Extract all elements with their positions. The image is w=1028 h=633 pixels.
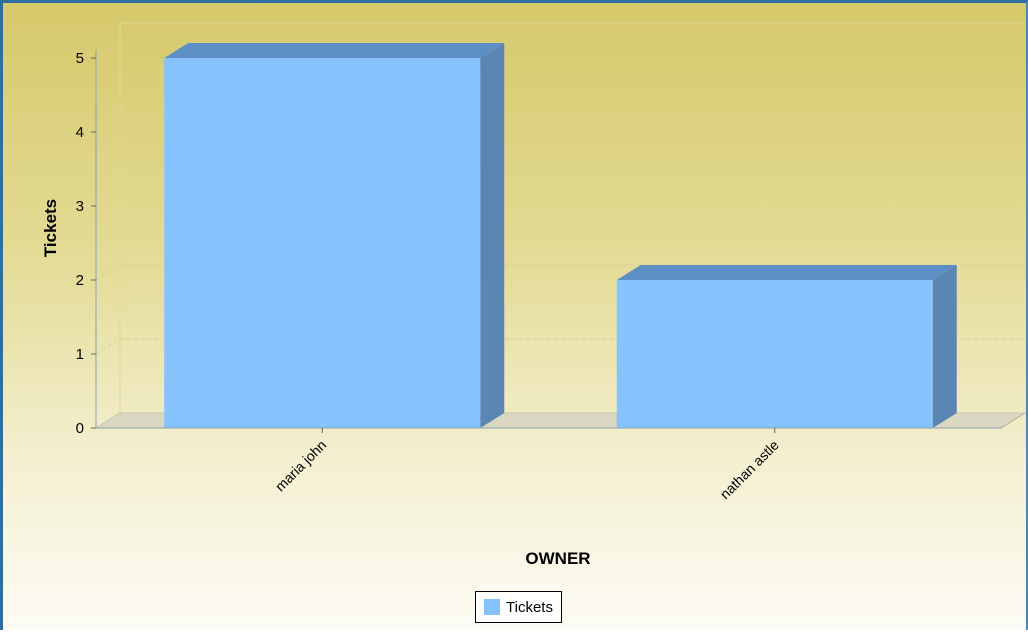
- gridline-depth: [95, 338, 121, 355]
- bar-front: [616, 280, 933, 428]
- y-tick-label: 4: [76, 124, 84, 141]
- legend-swatch: [484, 599, 500, 615]
- bar-top: [164, 43, 505, 58]
- bar-top: [616, 265, 957, 280]
- legend: Tickets: [475, 591, 562, 623]
- x-tick-label: nathan astle: [717, 437, 782, 502]
- gridline-depth: [95, 116, 121, 133]
- legend-label: Tickets: [506, 598, 553, 616]
- gridline-depth: [95, 190, 121, 207]
- x-tick-labels: maria john nathan astle: [272, 437, 782, 502]
- y-tick-label: 2: [76, 272, 84, 289]
- x-axis-label: OWNER: [525, 549, 590, 568]
- y-tick-labels: 0 1 2 3 4 5: [76, 50, 84, 437]
- bar-side: [480, 43, 505, 428]
- bar-side: [932, 265, 957, 428]
- bar: [616, 265, 957, 428]
- y-tick-label: 3: [76, 198, 84, 215]
- axes: [91, 50, 1026, 433]
- bars: [164, 43, 957, 428]
- gridline-depth: [95, 264, 121, 281]
- bar: [164, 43, 505, 428]
- floor-edge: [1000, 412, 1026, 429]
- gridline-depth: [95, 42, 121, 59]
- y-axis-label: Tickets: [41, 199, 60, 257]
- y-tick-label: 1: [76, 346, 84, 363]
- y-tick-label: 5: [76, 50, 84, 67]
- bar-front: [164, 58, 481, 428]
- y-tick-label: 0: [76, 420, 84, 437]
- bar-chart: 0 1 2 3 4 5 maria john nathan astle Tickets OW…: [41, 22, 1027, 568]
- x-tick-label: maria john: [272, 437, 330, 495]
